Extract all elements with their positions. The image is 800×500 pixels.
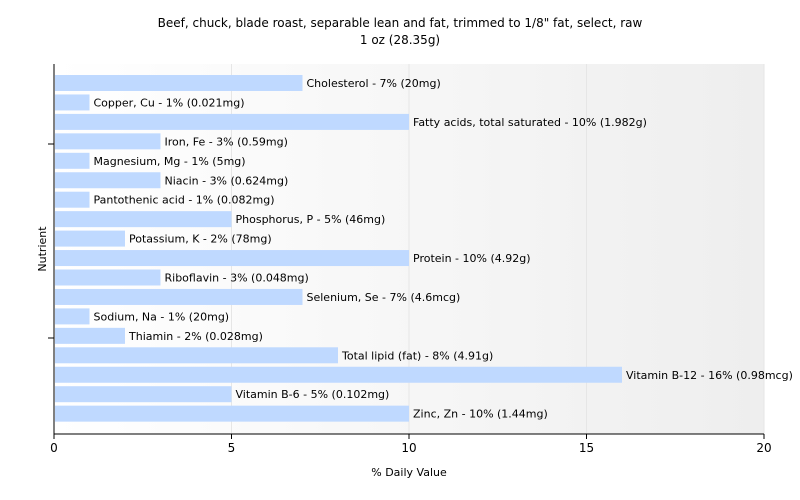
chart-title: Beef, chuck, blade roast, separable lean… [158, 16, 643, 30]
bar-label: Fatty acids, total saturated - 10% (1.98… [413, 116, 647, 129]
x-tick-label: 0 [50, 441, 58, 455]
bar [55, 269, 161, 286]
chart-subtitle: 1 oz (28.35g) [360, 33, 440, 47]
x-tick-label: 15 [579, 441, 594, 455]
bar [55, 230, 125, 247]
bar [55, 347, 338, 364]
bar-label: Thiamin - 2% (0.028mg) [128, 330, 263, 343]
bar-label: Zinc, Zn - 10% (1.44mg) [413, 408, 548, 421]
bar [55, 288, 303, 305]
x-tick-label: 20 [756, 441, 771, 455]
y-axis-label: Nutrient [36, 226, 49, 272]
bars [55, 75, 622, 422]
bar-label: Cholesterol - 7% (20mg) [307, 77, 441, 90]
bar-label: Phosphorus, P - 5% (46mg) [236, 213, 386, 226]
bar-label: Sodium, Na - 1% (20mg) [94, 310, 230, 323]
bar-label: Iron, Fe - 3% (0.59mg) [165, 135, 288, 148]
bar [55, 191, 90, 208]
bar [55, 211, 232, 228]
bar [55, 152, 90, 169]
bar-label: Riboflavin - 3% (0.048mg) [165, 272, 309, 285]
bar-label: Potassium, K - 2% (78mg) [129, 233, 272, 246]
bar [55, 366, 622, 383]
x-axis-ticks: 0 5 10 15 20 [50, 434, 772, 455]
x-tick-label: 5 [228, 441, 236, 455]
bar [55, 386, 232, 403]
bar [55, 405, 409, 422]
bar [55, 94, 90, 111]
bar [55, 113, 409, 130]
x-axis-label: % Daily Value [371, 466, 447, 479]
bar-label: Total lipid (fat) - 8% (4.91g) [341, 349, 493, 362]
bar [55, 308, 90, 325]
bar [55, 172, 161, 189]
bar-label: Vitamin B-12 - 16% (0.98mcg) [626, 369, 793, 382]
bar-label: Copper, Cu - 1% (0.021mg) [94, 96, 245, 109]
bar-label: Magnesium, Mg - 1% (5mg) [94, 155, 246, 168]
x-tick-label: 10 [401, 441, 416, 455]
bar [55, 133, 161, 150]
bar-label: Vitamin B-6 - 5% (0.102mg) [236, 388, 390, 401]
bar [55, 75, 303, 91]
bar-labels: Cholesterol - 7% (20mg) Copper, Cu - 1% (… [94, 77, 793, 421]
bar-label: Protein - 10% (4.92g) [413, 252, 531, 265]
bar [55, 250, 409, 267]
bar-label: Niacin - 3% (0.624mg) [165, 174, 289, 187]
bar-label: Pantothenic acid - 1% (0.082mg) [94, 194, 275, 207]
bar-label: Selenium, Se - 7% (4.6mcg) [307, 291, 461, 304]
bar [55, 327, 125, 344]
